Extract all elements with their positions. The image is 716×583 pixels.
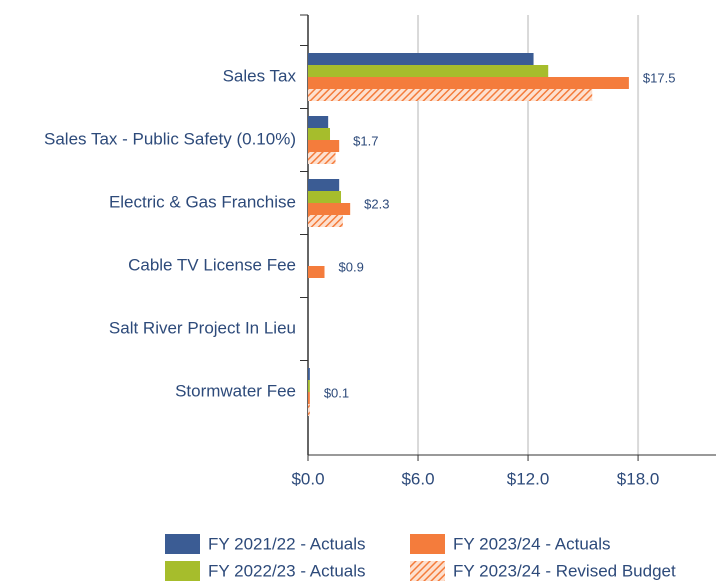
- x-tick-label: $12.0: [507, 469, 550, 488]
- value-label: $1.7: [353, 133, 378, 148]
- x-tick-label: $18.0: [617, 469, 660, 488]
- bar: [308, 179, 340, 191]
- value-label: $0.1: [324, 385, 349, 400]
- bar: [308, 53, 534, 65]
- bar: [308, 152, 336, 164]
- bar: [308, 266, 325, 278]
- x-tick-label: $6.0: [401, 469, 434, 488]
- bar: [308, 191, 342, 203]
- legend-swatch: [165, 534, 200, 554]
- bar: [308, 77, 629, 89]
- legend-swatch: [410, 561, 445, 581]
- bar: [308, 203, 351, 215]
- bar: [308, 128, 331, 140]
- bar: [308, 116, 329, 128]
- bar: [308, 215, 343, 227]
- y-tick-label: Sales Tax: [223, 66, 297, 85]
- bar: [308, 404, 310, 416]
- x-tick-label: $0.0: [291, 469, 324, 488]
- bar: [308, 368, 310, 380]
- y-tick-label: Stormwater Fee: [175, 381, 296, 400]
- legend-label: FY 2023/24 - Actuals: [453, 534, 611, 553]
- legend-label: FY 2022/23 - Actuals: [208, 561, 366, 580]
- legend-swatch: [410, 534, 445, 554]
- value-label: $17.5: [643, 70, 676, 85]
- legend-label: FY 2021/22 - Actuals: [208, 534, 366, 553]
- value-label: $0.9: [339, 259, 364, 274]
- y-tick-label: Cable TV License Fee: [128, 255, 296, 274]
- legend-swatch: [165, 561, 200, 581]
- value-label: $2.3: [364, 196, 389, 211]
- bar: [308, 392, 310, 404]
- y-tick-label: Salt River Project In Lieu: [109, 318, 296, 337]
- bar: [308, 380, 310, 392]
- y-tick-label: Electric & Gas Franchise: [109, 192, 296, 211]
- y-tick-label: Sales Tax - Public Safety (0.10%): [44, 129, 296, 148]
- bar: [308, 65, 549, 77]
- bar: [308, 140, 340, 152]
- bar: [308, 89, 593, 101]
- legend-label: FY 2023/24 - Revised Budget: [453, 561, 676, 580]
